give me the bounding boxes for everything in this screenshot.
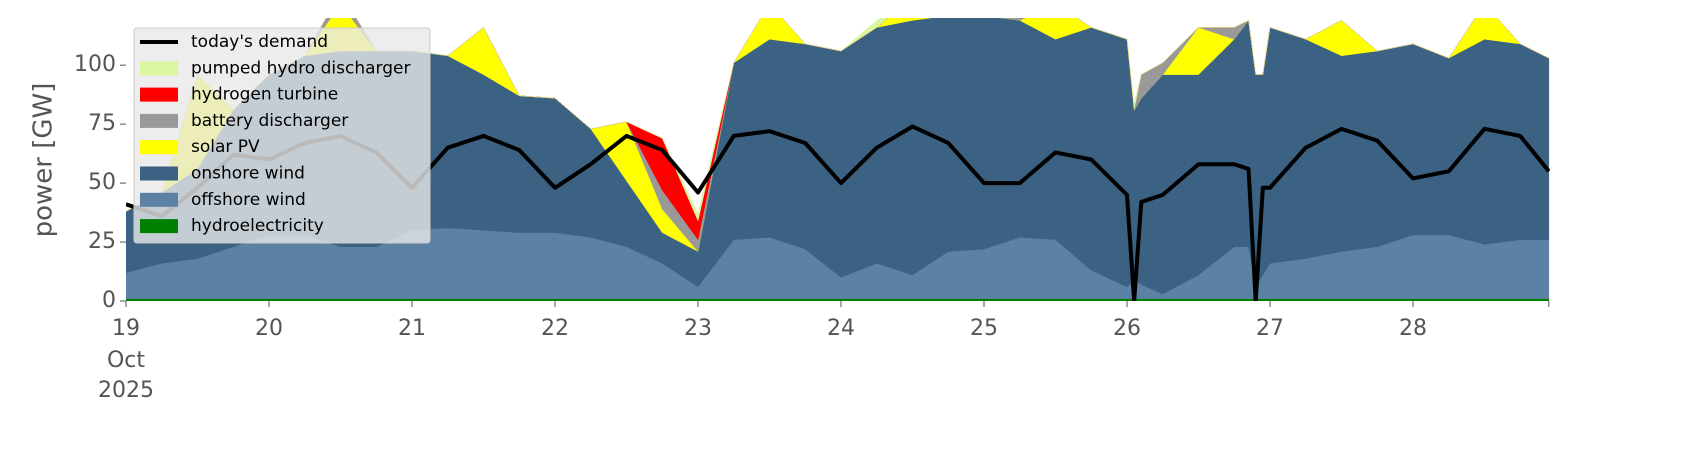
x-tick-label: 28	[1399, 316, 1427, 341]
x-tick-label: 20	[255, 316, 283, 341]
x-tick-label: 23	[684, 316, 712, 341]
axes: 0 25 50 75 100 19 Oct 2025 20 21 22 23 24 25 26 27 28	[74, 52, 1550, 403]
legend-swatch	[140, 87, 178, 102]
legend-label: today's demand	[191, 32, 328, 52]
x-tick-label: 26	[1113, 316, 1141, 341]
legend-label: pumped hydro discharger	[191, 58, 410, 78]
x-tick-label: 24	[827, 316, 855, 341]
area	[126, 298, 1550, 301]
plot-area	[126, 18, 1550, 301]
y-tick-label: 50	[88, 170, 116, 195]
legend-box	[133, 27, 431, 244]
legend-swatch	[140, 61, 178, 76]
x-tick-sublabel: Oct	[107, 348, 145, 373]
legend-label: offshore wind	[191, 190, 306, 210]
legend: today's demand pumped hydro discharger hyd…	[133, 27, 431, 244]
legend-swatch	[140, 166, 178, 181]
x-tick-label: 25	[970, 316, 998, 341]
y-tick-label: 0	[102, 288, 116, 313]
x-tick-label: 21	[398, 316, 426, 341]
legend-label: onshore wind	[191, 164, 305, 184]
x-tick-label: 22	[541, 316, 569, 341]
x-tick-sublabel: 2025	[98, 378, 154, 403]
x-tick-label: 27	[1256, 316, 1284, 341]
legend-label: solar PV	[191, 137, 260, 157]
legend-swatch	[140, 192, 178, 207]
y-axis-label: power [GW]	[29, 83, 59, 238]
y-tick-label: 75	[88, 111, 116, 136]
legend-swatch	[140, 113, 178, 128]
legend-label: battery discharger	[191, 111, 348, 131]
x-tick-label: 19	[112, 316, 140, 341]
legend-label: hydrogen turbine	[191, 85, 338, 105]
y-tick-label: 25	[88, 229, 116, 254]
legend-swatch	[140, 140, 178, 155]
y-tick-label: 100	[74, 52, 116, 77]
legend-label: hydroelectricity	[191, 216, 324, 236]
legend-swatch	[140, 219, 178, 234]
